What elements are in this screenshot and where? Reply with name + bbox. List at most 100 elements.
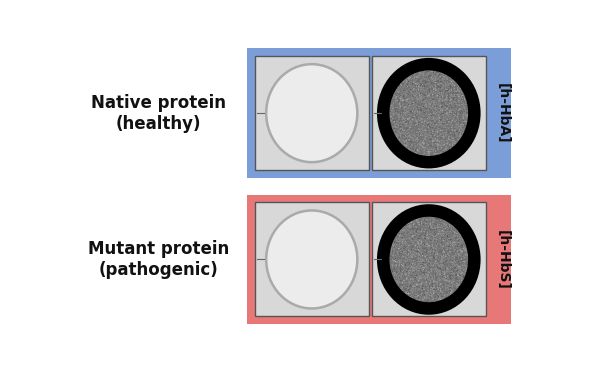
Point — [431, 127, 440, 133]
Point — [405, 221, 415, 227]
Point — [409, 238, 419, 244]
Point — [439, 151, 448, 157]
Point — [435, 96, 445, 102]
Point — [451, 291, 461, 297]
Point — [434, 265, 443, 271]
Point — [442, 137, 452, 142]
Point — [455, 107, 465, 113]
Point — [453, 139, 463, 145]
Point — [403, 232, 412, 238]
Point — [397, 269, 407, 275]
Point — [425, 121, 434, 127]
Point — [383, 118, 392, 124]
Point — [410, 228, 420, 234]
Point — [466, 117, 475, 123]
Point — [407, 214, 417, 220]
Point — [389, 122, 399, 128]
Point — [459, 91, 469, 97]
Point — [400, 278, 410, 283]
Point — [436, 282, 446, 288]
Point — [434, 295, 444, 301]
Point — [462, 243, 472, 249]
Point — [456, 259, 466, 265]
Point — [450, 96, 460, 102]
Point — [406, 278, 415, 284]
Point — [425, 133, 434, 139]
Point — [439, 149, 449, 155]
Point — [437, 132, 446, 138]
Point — [445, 242, 455, 248]
Point — [380, 113, 390, 119]
Point — [436, 226, 446, 232]
Point — [428, 152, 438, 158]
Point — [448, 277, 458, 283]
Point — [426, 302, 436, 308]
Point — [452, 287, 461, 293]
Point — [439, 268, 449, 274]
Point — [404, 235, 414, 241]
Point — [440, 108, 450, 113]
Point — [429, 98, 439, 104]
Point — [412, 218, 421, 224]
Point — [428, 152, 438, 158]
Point — [418, 248, 428, 254]
Point — [394, 106, 403, 112]
Point — [435, 249, 445, 255]
Point — [444, 151, 454, 157]
Point — [445, 254, 454, 260]
Point — [443, 110, 452, 116]
Point — [419, 267, 429, 273]
Point — [397, 258, 406, 264]
Point — [433, 133, 442, 139]
Point — [446, 265, 455, 271]
Point — [416, 110, 426, 116]
Point — [431, 213, 440, 219]
Point — [463, 128, 472, 134]
Point — [413, 102, 422, 108]
Point — [400, 93, 409, 99]
Point — [419, 100, 428, 106]
Point — [436, 89, 445, 94]
Point — [449, 278, 459, 284]
Point — [397, 285, 407, 291]
Point — [388, 116, 397, 122]
Point — [419, 79, 428, 85]
Point — [440, 136, 450, 142]
Point — [449, 85, 458, 91]
Point — [422, 259, 432, 264]
Point — [426, 261, 436, 267]
Point — [384, 249, 394, 255]
Point — [437, 287, 446, 293]
Point — [437, 228, 447, 234]
Point — [461, 237, 470, 243]
Point — [410, 86, 419, 92]
Point — [439, 255, 448, 261]
Point — [457, 262, 467, 268]
Point — [430, 100, 439, 106]
Point — [428, 296, 437, 302]
Point — [423, 92, 433, 98]
Point — [440, 147, 450, 153]
Point — [446, 286, 455, 292]
Point — [466, 256, 476, 262]
Point — [433, 71, 443, 77]
Point — [395, 278, 405, 283]
Point — [407, 275, 416, 280]
Point — [407, 285, 416, 291]
Point — [418, 84, 428, 90]
Point — [388, 252, 397, 258]
Point — [419, 137, 428, 142]
Point — [400, 241, 410, 247]
Point — [441, 87, 451, 93]
Point — [430, 75, 440, 81]
Point — [395, 247, 405, 253]
Point — [467, 250, 476, 256]
Point — [442, 76, 452, 81]
Point — [415, 95, 425, 101]
Point — [406, 94, 415, 100]
Point — [406, 100, 416, 106]
Point — [413, 249, 422, 255]
Point — [415, 267, 425, 273]
Point — [456, 134, 466, 140]
Point — [430, 255, 439, 261]
